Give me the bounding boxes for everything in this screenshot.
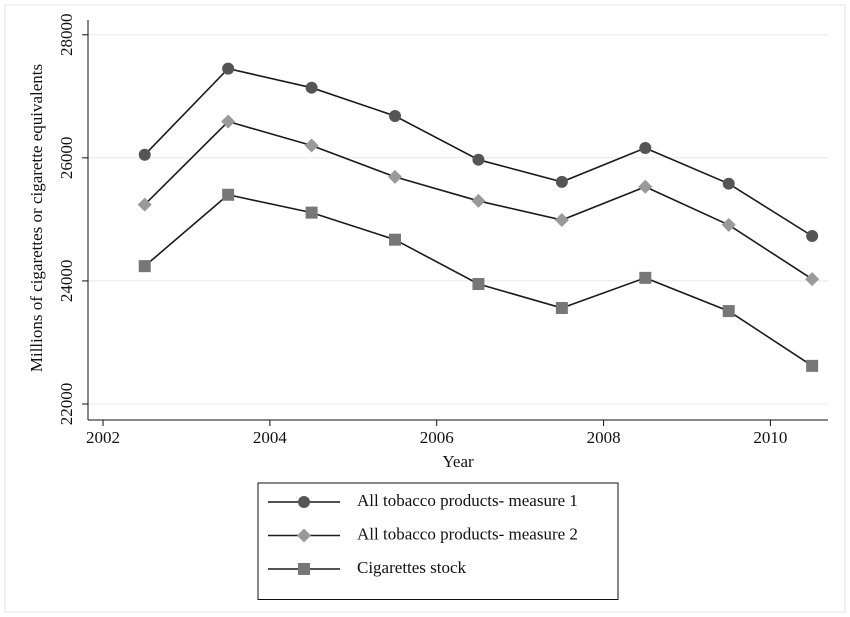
x-tick-label: 2002: [86, 428, 120, 447]
data-point: [472, 153, 485, 166]
legend-label: All tobacco products- measure 1: [357, 491, 578, 510]
legend-marker: [298, 496, 310, 508]
y-tick-label: 28000: [57, 14, 76, 57]
y-tick-label: 22000: [57, 383, 76, 426]
data-point: [805, 272, 820, 287]
y-tick-label: 24000: [57, 260, 76, 303]
data-point: [389, 110, 402, 122]
data-point: [639, 271, 652, 284]
x-tick-label: 2010: [753, 428, 787, 447]
data-point: [138, 260, 151, 273]
data-point: [305, 81, 318, 94]
legend-marker: [298, 563, 310, 575]
data-point: [638, 179, 653, 194]
data-point: [555, 302, 568, 314]
data-point: [388, 169, 403, 184]
data-point: [806, 359, 819, 372]
data-point: [554, 213, 569, 227]
data-point: [639, 142, 652, 154]
data-point: [722, 177, 735, 190]
data-point: [221, 114, 236, 129]
x-tick-label: 2008: [587, 428, 621, 447]
data-point: [555, 175, 568, 188]
data-point: [138, 148, 151, 161]
data-point: [304, 138, 319, 153]
x-tick-label: 2006: [420, 428, 454, 447]
x-axis-label: Year: [442, 452, 474, 471]
legend-label: All tobacco products- measure 2: [357, 524, 578, 543]
data-point: [389, 233, 402, 246]
data-point: [722, 305, 735, 318]
data-point: [806, 230, 819, 242]
legend-marker: [297, 528, 311, 543]
data-point: [222, 62, 235, 75]
y-tick-label: 26000: [57, 137, 76, 180]
data-point: [222, 188, 235, 201]
y-axis-label: Millions of cigarettes or cigarette equi…: [27, 64, 46, 372]
data-point: [137, 197, 152, 212]
x-tick-label: 2004: [253, 428, 288, 447]
data-point: [471, 193, 486, 208]
data-point: [305, 206, 318, 219]
legend-label: Cigarettes stock: [357, 558, 467, 577]
data-point: [472, 278, 485, 290]
data-point: [721, 217, 736, 232]
